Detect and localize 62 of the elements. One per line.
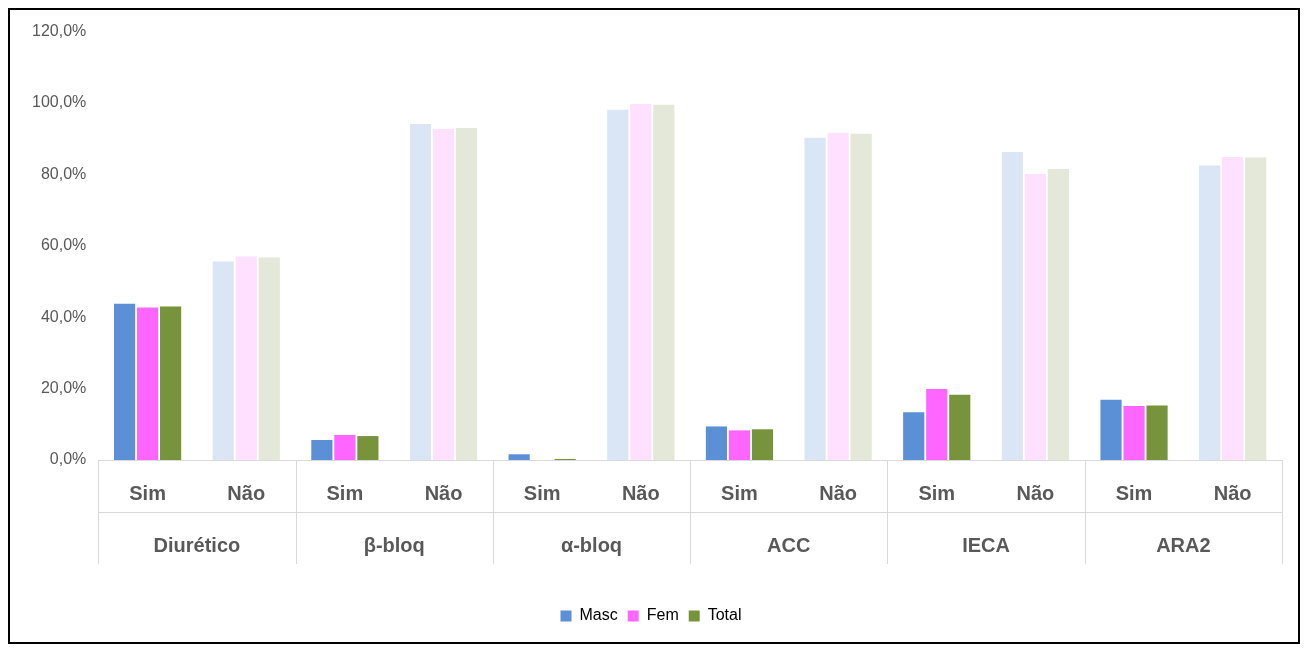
bar [607, 109, 629, 460]
x-tick-label: Sim [918, 481, 956, 504]
x-tick-label: Não [1016, 481, 1055, 504]
bar [113, 303, 136, 460]
bar [432, 129, 455, 460]
text: α-bloq [560, 533, 623, 556]
x-tick-label: Sim [326, 481, 364, 504]
legend-label: Fem [646, 606, 679, 624]
y-tick-label: 60,0% [40, 236, 87, 254]
bar [804, 137, 826, 460]
bar [212, 261, 234, 460]
y-tick-label: 100,0% [32, 93, 87, 111]
bar [1024, 174, 1046, 460]
bar [409, 124, 432, 460]
bar [705, 426, 728, 460]
x-tick-label: Sim [1115, 481, 1153, 504]
text: β-bloq [363, 533, 425, 556]
x-tick-label: Não [1213, 481, 1252, 504]
bar [926, 388, 948, 460]
bar [160, 306, 182, 460]
y-tick-label: 20,0% [40, 379, 87, 397]
legend-label: Masc [579, 606, 618, 624]
x-tick-label: Não [424, 481, 463, 504]
y-tick-label: 120,0% [32, 22, 87, 40]
y-tick-label: 0,0% [49, 450, 87, 468]
bar [1245, 157, 1267, 460]
bar [334, 435, 356, 460]
text: IECA [962, 533, 1010, 556]
bar [1100, 399, 1122, 460]
text: ARA2 [1156, 533, 1211, 556]
bar [728, 430, 751, 460]
bar [455, 127, 478, 460]
x-tick-label: Sim [129, 481, 166, 504]
text: Diurético [153, 533, 241, 556]
bar [903, 412, 925, 460]
bar [827, 132, 849, 460]
bar [235, 256, 257, 460]
bar [1001, 151, 1023, 460]
bar [311, 440, 333, 460]
bar [1123, 406, 1145, 460]
x-tick-label: Sim [721, 481, 758, 504]
bar [1047, 169, 1069, 460]
y-tick-label: 40,0% [40, 307, 87, 325]
legend-label: Total [707, 606, 742, 624]
bar [630, 104, 652, 460]
bar [1199, 165, 1221, 460]
bar [850, 133, 872, 460]
bar [137, 307, 159, 460]
bar [1146, 405, 1168, 460]
bar [508, 454, 530, 460]
y-tick-label: 80,0% [40, 164, 87, 182]
x-tick-label: Não [819, 481, 857, 504]
bar [357, 436, 379, 460]
bar [751, 429, 774, 460]
text: ACC [767, 533, 811, 556]
x-tick-label: Não [227, 481, 266, 504]
bar [1222, 156, 1244, 460]
bar [258, 257, 280, 460]
bar [653, 104, 675, 460]
x-tick-label: Não [621, 481, 660, 504]
x-tick-label: Sim [523, 481, 561, 504]
bar [949, 394, 971, 460]
